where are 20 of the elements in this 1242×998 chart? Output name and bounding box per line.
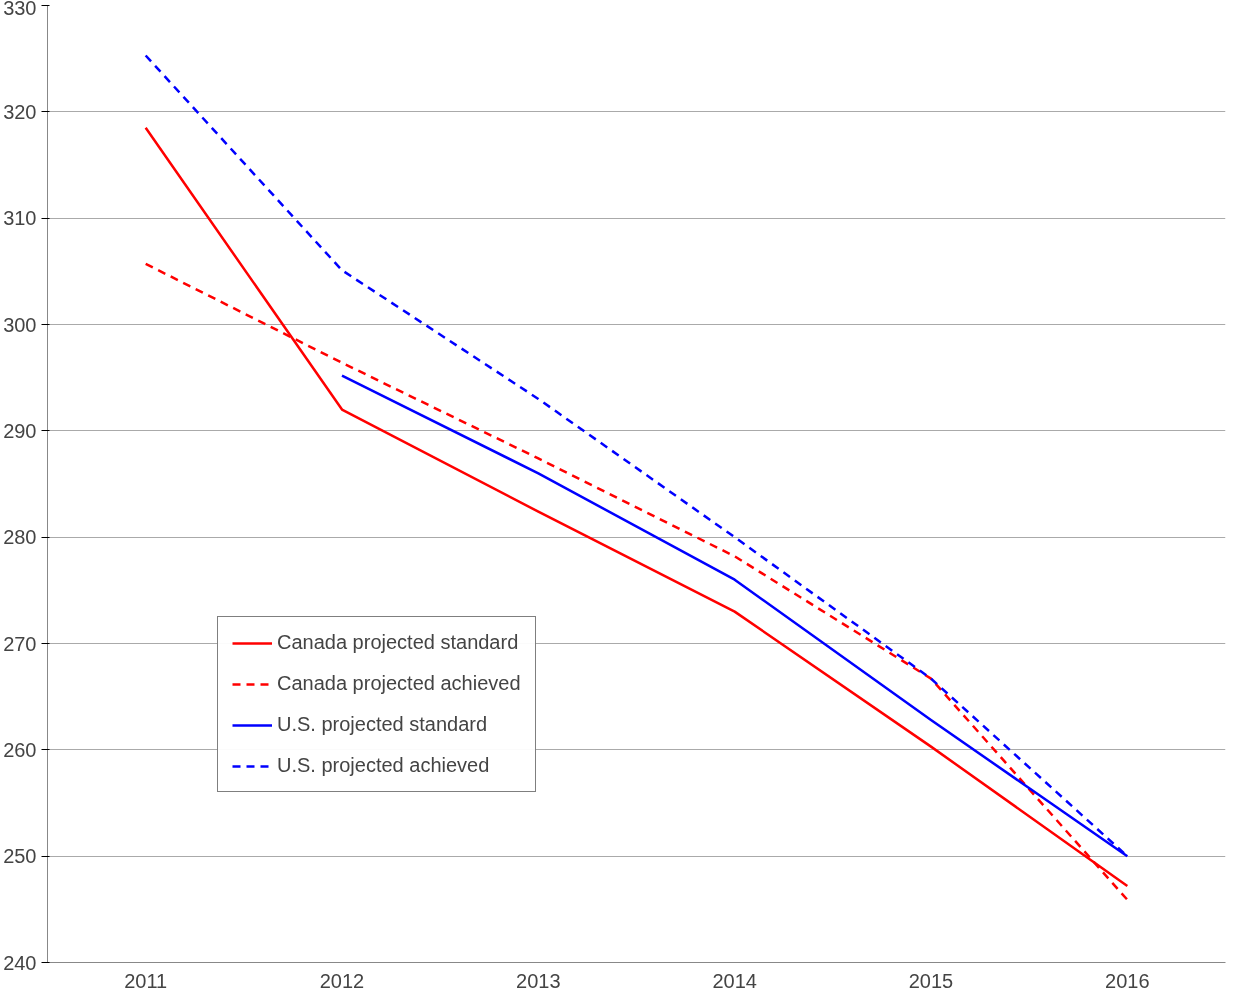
y-tick-label: 240 bbox=[3, 951, 37, 974]
y-tick-label: 330 bbox=[3, 0, 37, 19]
x-tick-label: 2015 bbox=[908, 969, 954, 992]
y-tick-label: 310 bbox=[3, 207, 37, 230]
y-tick-label: 320 bbox=[3, 100, 37, 123]
y-tick-label: 260 bbox=[3, 738, 37, 761]
x-tick-label: 2013 bbox=[516, 969, 561, 992]
y-tick-label: 290 bbox=[3, 419, 37, 442]
x-tick-label: 2012 bbox=[319, 969, 365, 992]
x-tick-label: 2016 bbox=[1105, 969, 1150, 992]
legend-label: Canada projected standard bbox=[277, 631, 519, 654]
y-tick-label: 250 bbox=[3, 845, 37, 868]
x-tick-label: 2014 bbox=[712, 969, 757, 992]
y-tick-label: 280 bbox=[3, 526, 37, 549]
legend-label: U.S. projected standard bbox=[277, 713, 488, 736]
y-tick-label: 300 bbox=[3, 313, 37, 336]
y-tick-label: 270 bbox=[3, 632, 37, 655]
x-tick-label: 2011 bbox=[124, 969, 168, 992]
legend-label: Canada projected achieved bbox=[277, 672, 521, 695]
legend-label: U.S. projected achieved bbox=[277, 754, 490, 777]
